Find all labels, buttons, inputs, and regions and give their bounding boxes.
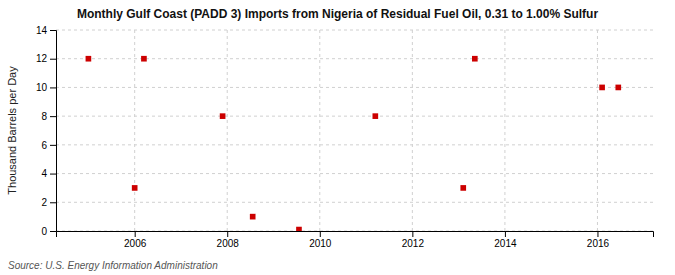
- tick-label: 10: [36, 82, 48, 93]
- y-axis-title: Thousand Barrels per Day: [6, 66, 18, 195]
- tick: 6: [41, 140, 56, 151]
- grid-line: [319, 30, 320, 231]
- point: [472, 56, 478, 62]
- grid-line: [56, 173, 653, 174]
- tick-mark: [50, 87, 56, 88]
- chart: 2006 2008 2010 2012 2014 2016 0 2 4 6 8 10 12 14 Month…: [0, 0, 675, 275]
- point: [460, 185, 466, 191]
- grid-line: [56, 144, 653, 145]
- tick-label: 4: [41, 168, 47, 179]
- tick-mark: [50, 116, 56, 117]
- tick: 12: [36, 53, 56, 64]
- tick-label: 2006: [124, 238, 147, 249]
- source-note: Source: U.S. Energy Information Administ…: [8, 260, 218, 271]
- tick: 2014: [494, 231, 517, 249]
- tick: 2010: [309, 231, 332, 249]
- grid-line: [56, 116, 653, 117]
- point: [141, 56, 147, 62]
- tick-mark: [50, 145, 56, 146]
- tick: 10: [36, 82, 56, 93]
- tick: 2006: [124, 231, 147, 249]
- title: Monthly Gulf Coast (PADD 3) Imports from…: [77, 7, 599, 21]
- tick-label: 2012: [402, 238, 425, 249]
- tick-mark: [135, 231, 136, 237]
- point: [599, 85, 605, 91]
- tick-mark: [227, 231, 228, 237]
- tick-label: 8: [41, 111, 47, 122]
- tick-label: 2014: [494, 238, 517, 249]
- tick-label: 14: [36, 25, 48, 36]
- tick-mark: [50, 202, 56, 203]
- tick: 2016: [587, 231, 610, 249]
- grid-line: [504, 30, 505, 231]
- tick-mark: [50, 174, 56, 175]
- tick-label: 6: [41, 140, 47, 151]
- grid: [56, 30, 653, 231]
- grid-line: [56, 202, 653, 203]
- tick-label: 12: [36, 53, 48, 64]
- tick-label: 2016: [587, 238, 610, 249]
- tick-mark: [50, 30, 56, 31]
- tick-label: 2010: [309, 238, 332, 249]
- point: [372, 113, 378, 119]
- tick: 8: [41, 111, 56, 122]
- y-axis: 0 2 4 6 8 10 12 14: [36, 25, 57, 237]
- plot: 2006 2008 2010 2012 2014 2016 0 2 4 6 8 10 12 14: [36, 25, 654, 249]
- point: [220, 113, 226, 119]
- axis-line: [50, 31, 57, 232]
- grid-line: [134, 30, 135, 231]
- tick-mark: [505, 231, 506, 237]
- tick: 4: [41, 168, 56, 179]
- points: [86, 56, 622, 231]
- point: [296, 227, 302, 231]
- tick-label: 0: [41, 226, 47, 237]
- tick-mark: [412, 231, 413, 237]
- tick: 2012: [402, 231, 425, 249]
- point: [615, 85, 621, 91]
- tick: 14: [36, 25, 56, 36]
- tick: 0: [41, 226, 56, 237]
- tick: 2: [41, 197, 56, 208]
- axis-line: [57, 232, 654, 238]
- grid-line: [227, 30, 228, 231]
- point: [250, 214, 256, 220]
- point: [86, 56, 92, 62]
- tick-mark: [597, 231, 598, 237]
- grid-line: [597, 30, 598, 231]
- grid-line: [56, 30, 653, 31]
- tick-label: 2: [41, 197, 47, 208]
- tick-mark: [320, 231, 321, 237]
- grid-line: [412, 30, 413, 231]
- tick-mark: [50, 59, 56, 60]
- x-axis: 2006 2008 2010 2012 2014 2016: [57, 231, 654, 249]
- tick-mark: [50, 231, 56, 232]
- tick: 2008: [217, 231, 240, 249]
- grid-line: [56, 87, 653, 88]
- tick-label: 2008: [217, 238, 240, 249]
- point: [132, 185, 138, 191]
